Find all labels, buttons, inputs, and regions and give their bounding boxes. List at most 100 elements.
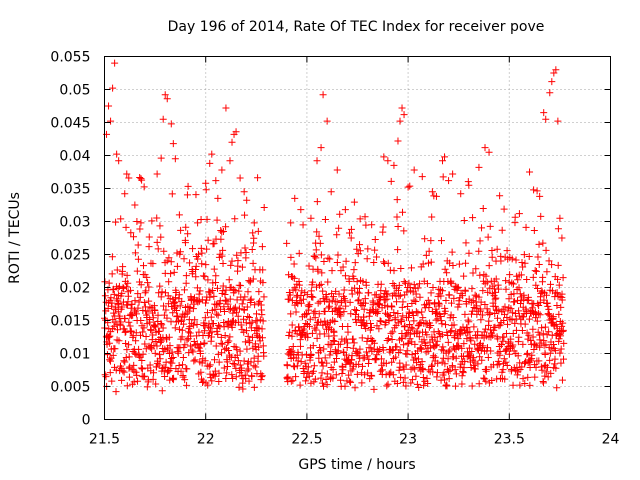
data-point: [321, 215, 329, 223]
data-point: [458, 344, 466, 352]
data-point: [384, 157, 392, 165]
data-point: [258, 372, 266, 380]
data-point: [112, 388, 120, 396]
data-point: [409, 325, 417, 333]
data-point: [503, 247, 511, 255]
data-point: [491, 323, 499, 331]
data-point: [392, 353, 400, 361]
data-point: [101, 292, 109, 300]
data-point: [233, 351, 241, 359]
data-point: [252, 363, 260, 371]
data-point: [127, 286, 135, 294]
data-point: [398, 303, 406, 311]
data-point: [418, 308, 426, 316]
data-point: [432, 342, 440, 350]
data-point: [413, 380, 421, 388]
data-point: [540, 379, 548, 387]
data-point: [431, 333, 439, 341]
data-point: [330, 293, 338, 301]
data-point: [146, 315, 154, 323]
data-point: [400, 278, 408, 286]
data-point: [428, 213, 436, 221]
data-point: [485, 262, 493, 270]
data-point: [362, 324, 370, 332]
data-point: [304, 363, 312, 371]
data-point: [295, 249, 303, 257]
data-point: [535, 301, 543, 309]
data-point: [200, 339, 208, 347]
data-point: [289, 377, 297, 385]
data-point: [452, 370, 460, 378]
data-point: [517, 299, 525, 307]
data-point: [114, 326, 122, 334]
data-point: [105, 339, 113, 347]
data-point: [548, 261, 556, 269]
data-point: [293, 362, 301, 370]
data-point: [469, 354, 477, 362]
data-point: [191, 316, 199, 324]
data-point: [317, 280, 325, 288]
data-point: [460, 216, 468, 224]
data-point: [547, 280, 555, 288]
data-point: [523, 276, 531, 284]
data-point: [372, 356, 380, 364]
data-point: [249, 259, 257, 267]
data-point: [442, 297, 450, 305]
data-point: [416, 293, 424, 301]
data-point: [529, 273, 537, 281]
data-point: [536, 192, 544, 200]
data-point: [139, 350, 147, 358]
data-point: [248, 333, 256, 341]
data-point: [404, 340, 412, 348]
data-point: [121, 314, 129, 322]
data-point: [416, 344, 424, 352]
data-point: [383, 295, 391, 303]
data-point: [201, 272, 209, 280]
data-point: [442, 381, 450, 389]
data-point: [311, 375, 319, 383]
data-point: [235, 383, 243, 391]
data-point: [511, 213, 519, 221]
data-point: [462, 300, 470, 308]
data-point: [407, 324, 415, 332]
data-point: [518, 258, 526, 266]
data-point: [511, 319, 519, 327]
data-point: [555, 310, 563, 318]
data-point: [122, 339, 130, 347]
data-point: [215, 321, 223, 329]
data-point: [244, 288, 252, 296]
data-point: [127, 229, 135, 237]
data-point: [140, 324, 148, 332]
data-point: [137, 364, 145, 372]
data-point: [549, 313, 557, 321]
data-point: [455, 260, 463, 268]
data-point: [177, 226, 185, 234]
data-point: [299, 221, 307, 229]
data-point: [354, 288, 362, 296]
data-point: [508, 316, 516, 324]
data-point: [458, 372, 466, 380]
data-point: [186, 342, 194, 350]
data-point: [215, 358, 223, 366]
data-point: [388, 358, 396, 366]
data-point: [153, 214, 161, 222]
x-axis-label: GPS time / hours: [298, 457, 415, 473]
data-point: [305, 372, 313, 380]
data-point: [479, 311, 487, 319]
data-point: [123, 346, 131, 354]
data-point: [414, 309, 422, 317]
data-point: [260, 203, 268, 211]
data-point: [551, 355, 559, 363]
axis-ticks: [104, 56, 611, 420]
data-point: [297, 299, 305, 307]
data-point: [180, 255, 188, 263]
data-point: [383, 337, 391, 345]
y-tick-label: 0.015: [50, 314, 90, 330]
data-point: [500, 316, 508, 324]
data-point: [410, 281, 418, 289]
data-point: [459, 369, 467, 377]
data-point: [314, 267, 322, 275]
data-point: [488, 247, 496, 255]
data-point: [399, 208, 407, 216]
data-point: [234, 312, 242, 320]
